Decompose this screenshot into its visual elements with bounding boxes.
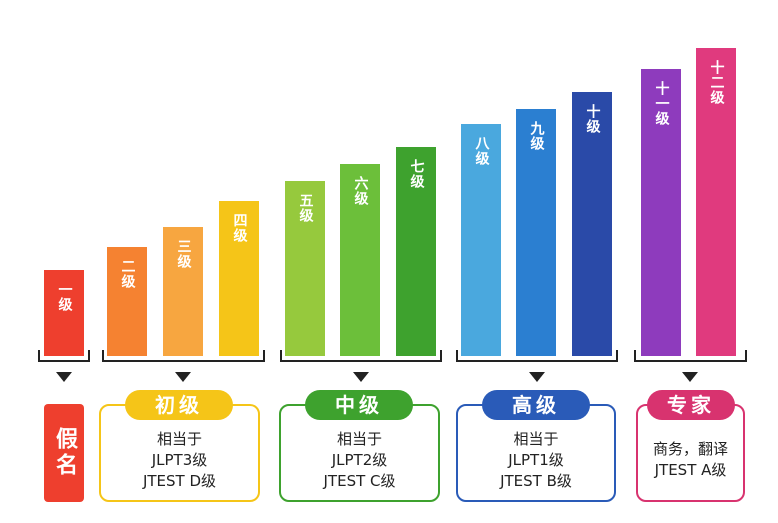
group-advanced-line-2: JLPT1级 [508, 450, 564, 469]
group-title-intermediate: 中级 [305, 390, 413, 420]
bracket-intermediate [280, 350, 442, 362]
group-intermediate-line-2: JLPT2级 [331, 450, 388, 469]
bracket-kana [38, 350, 90, 362]
bar-level-10-label: 十级 [584, 104, 601, 134]
bar-level-12: 十二级 [696, 48, 736, 356]
bar-level-1: 一级 [44, 270, 84, 356]
group-beginner-line-1: 相当于 [156, 429, 202, 448]
bar-level-5-label: 五级 [297, 193, 314, 223]
bar-level-6-label: 六级 [352, 176, 369, 206]
group-title-advanced: 高级 [482, 390, 590, 420]
group-advanced-line-3: JTEST B级 [500, 471, 572, 490]
bar-level-11: 十一级 [641, 69, 681, 356]
bar-level-5: 五级 [285, 181, 325, 356]
group-expert-line-2: JTEST A级 [654, 461, 727, 479]
bar-level-1-label: 一级 [56, 282, 73, 312]
bar-level-8-label: 八级 [473, 136, 490, 166]
group-advanced-line-1: 相当于 [513, 429, 559, 448]
bar-level-12-label: 十二级 [708, 60, 725, 105]
bar-level-8: 八级 [461, 124, 501, 356]
group-beginner-line-3: JTEST D级 [142, 471, 217, 490]
bar-level-7: 七级 [396, 147, 436, 356]
arrow-down-intermediate [353, 372, 369, 382]
group-title-expert: 专家 [647, 390, 735, 420]
bar-level-9-label: 九级 [528, 121, 545, 151]
group-box-beginner: 相当于 JLPT3级 JTEST D级 [99, 404, 260, 502]
arrow-down-kana [56, 372, 72, 382]
bar-level-10: 十级 [572, 92, 612, 356]
bar-level-2: 二级 [107, 247, 147, 356]
kana-label: 假名 [52, 427, 77, 479]
group-box-expert: 商务，翻译 JTEST A级 [636, 404, 745, 502]
group-title-beginner: 初级 [125, 390, 233, 420]
bracket-beginner [102, 350, 265, 362]
bracket-advanced [456, 350, 618, 362]
bar-level-4: 四级 [219, 201, 259, 356]
bar-level-9: 九级 [516, 109, 556, 356]
group-beginner-line-2: JLPT3级 [151, 450, 208, 469]
bar-level-3: 三级 [163, 227, 203, 356]
arrow-down-beginner [175, 372, 191, 382]
bar-level-3-label: 三级 [175, 239, 192, 269]
arrow-down-expert [682, 372, 698, 382]
bar-level-7-label: 七级 [408, 159, 425, 189]
bar-level-4-label: 四级 [231, 213, 248, 243]
kana-block: 假名 [44, 404, 84, 502]
bracket-expert [634, 350, 747, 362]
bar-level-2-label: 二级 [119, 259, 136, 289]
group-intermediate-line-3: JTEST C级 [323, 471, 396, 490]
bar-level-6: 六级 [340, 164, 380, 356]
group-expert-line-1: 商务，翻译 [652, 440, 728, 458]
group-intermediate-line-1: 相当于 [336, 429, 382, 448]
bar-level-11-label: 十一级 [653, 81, 670, 126]
arrow-down-advanced [529, 372, 545, 382]
